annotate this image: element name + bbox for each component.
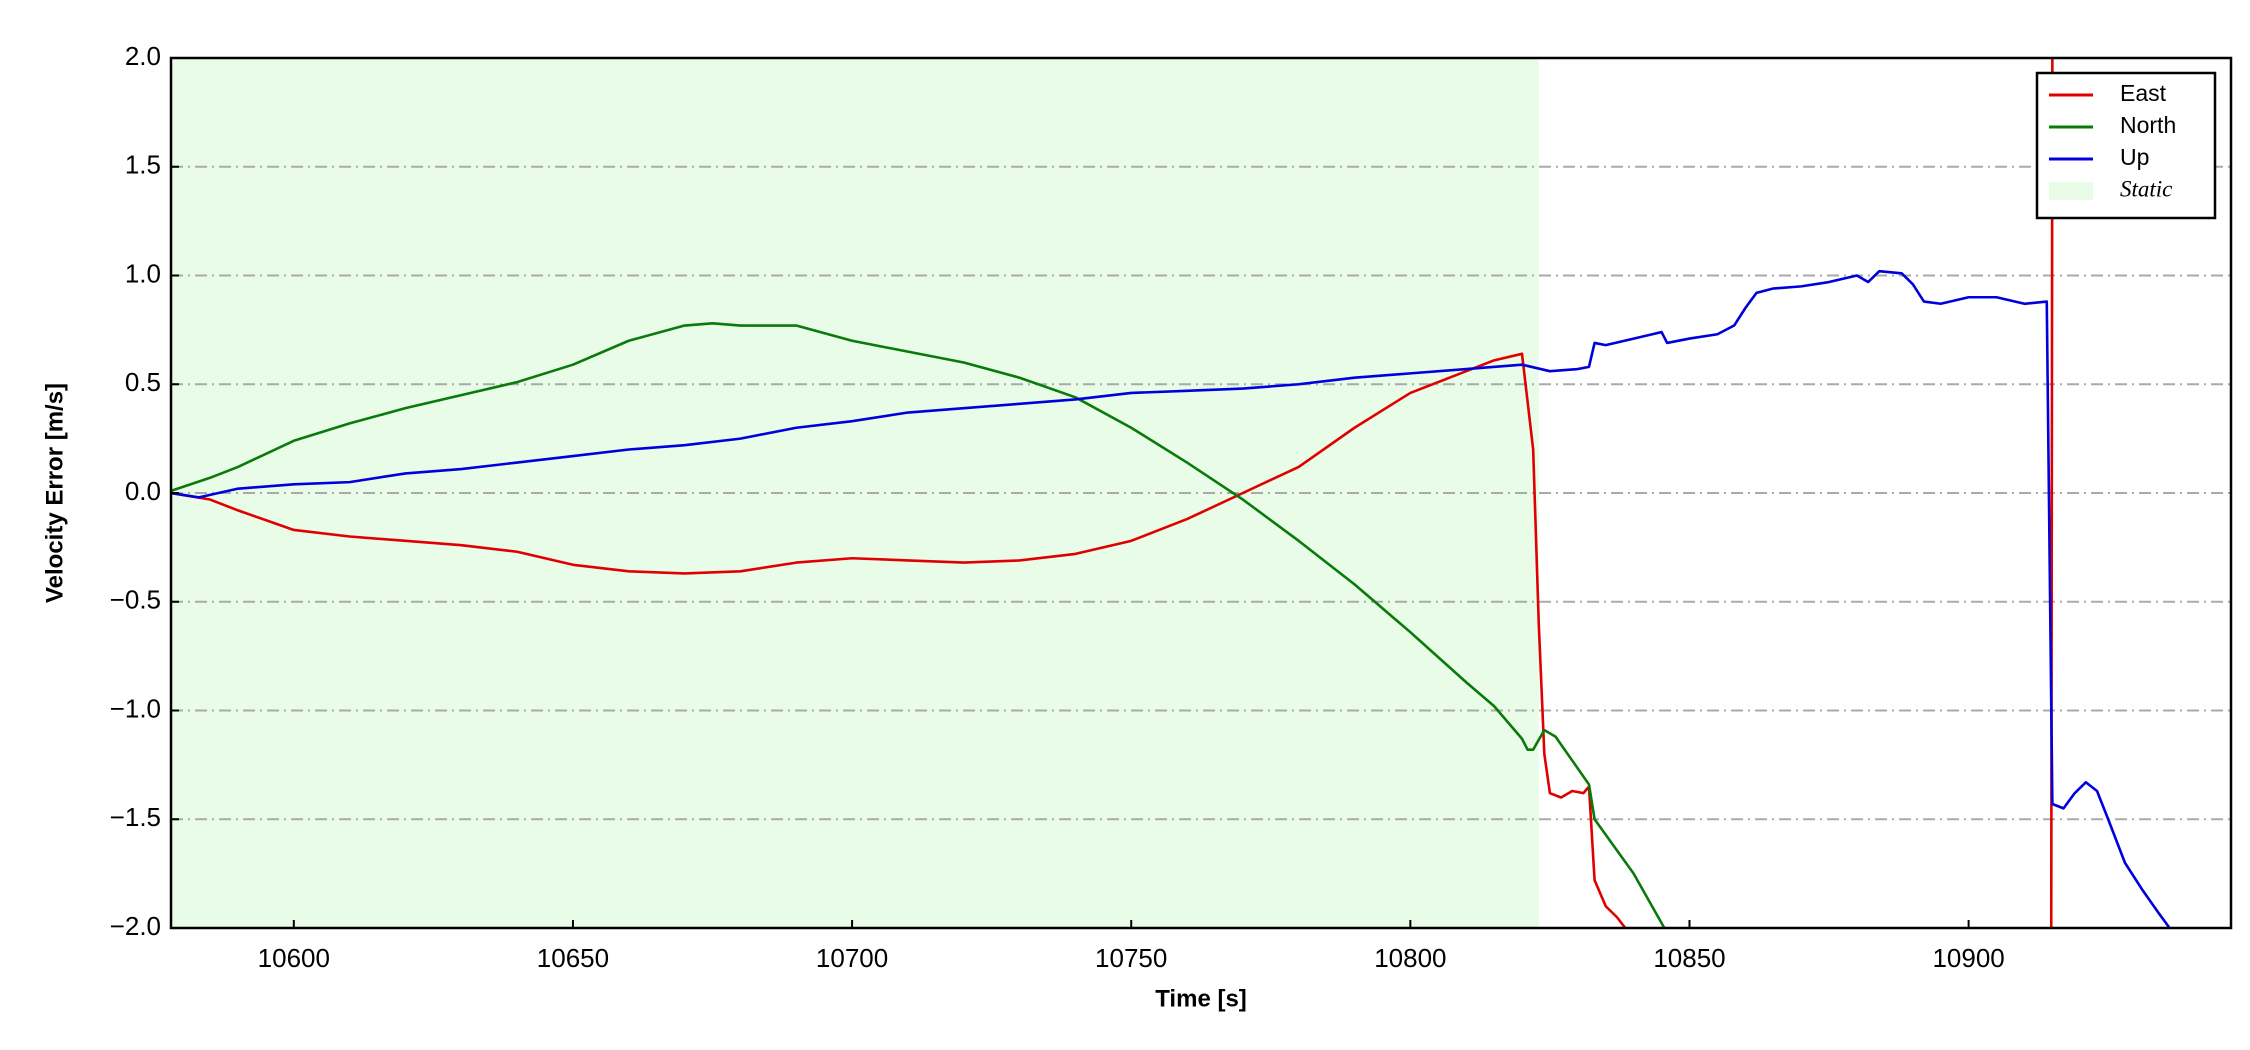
x-axis-label: Time [s]	[1155, 985, 1247, 1012]
legend-label: Up	[2120, 144, 2149, 170]
x-tick-label: 10800	[1374, 943, 1446, 973]
series-line	[171, 269, 2171, 928]
x-tick-label: 10650	[537, 943, 609, 973]
y-tick-label: −1.5	[110, 802, 161, 832]
y-tick-label: 0.5	[125, 367, 161, 397]
series-line	[171, 322, 1666, 928]
y-tick-label: −0.5	[110, 585, 161, 615]
x-tick-label: 10700	[816, 943, 888, 973]
legend-label: North	[2120, 112, 2176, 138]
y-tick-label: 2.0	[125, 41, 161, 71]
y-tick-label: 1.0	[125, 258, 161, 288]
axes-layer: −2.0 −1.5 −1.0 −0.5 0.0 0.5 1.0 1.5 2.0 10600 1065…	[110, 41, 2005, 973]
x-tick-label: 10750	[1095, 943, 1167, 973]
y-tick-label: 0.0	[125, 476, 161, 506]
x-tick-label: 10600	[258, 943, 330, 973]
legend-label: East	[2120, 80, 2167, 106]
x-tick-label: 10900	[1932, 943, 2004, 973]
y-tick-label: 1.5	[125, 150, 161, 180]
legend-swatch	[2049, 182, 2093, 200]
x-tick-label: 10850	[1653, 943, 1725, 973]
y-tick-label: −1.0	[110, 693, 161, 723]
y-tick-label: −2.0	[110, 911, 161, 941]
legend-label: Static	[2120, 176, 2172, 201]
legend: East North Up Static	[2035, 71, 2217, 220]
y-axis-label: Velocity Error [m/s]	[41, 383, 68, 603]
